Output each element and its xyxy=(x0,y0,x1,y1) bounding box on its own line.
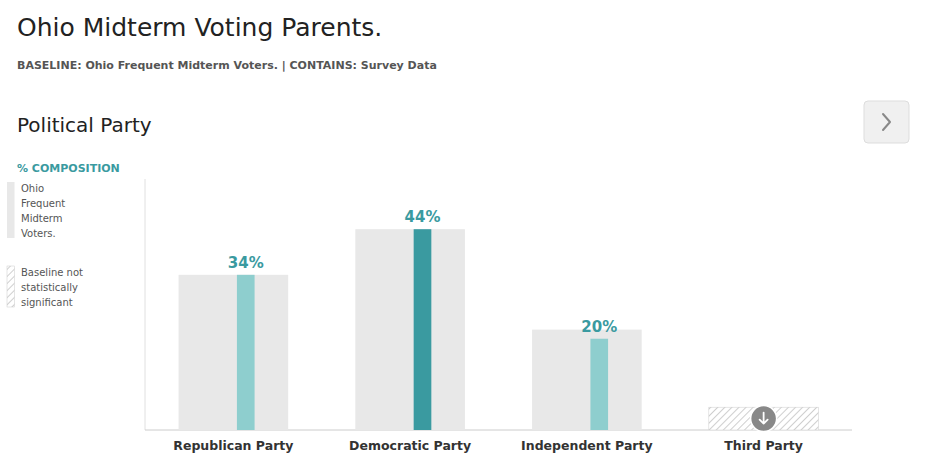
download-icon[interactable] xyxy=(751,406,777,432)
x-tick-label: Independent Party xyxy=(521,438,653,453)
bars xyxy=(179,229,819,430)
value-bar xyxy=(237,275,255,430)
data-label: 34% xyxy=(228,254,264,272)
legend-label-line: significant xyxy=(21,297,73,308)
download-arrow xyxy=(760,413,768,424)
legend-swatch xyxy=(7,182,15,238)
y-axis-line xyxy=(145,179,146,430)
baseline-bar xyxy=(532,330,642,430)
x-tick-label: Democratic Party xyxy=(349,438,471,453)
legend-label-line: Ohio xyxy=(21,183,44,194)
x-tick-label: Republican Party xyxy=(173,438,293,453)
title: Ohio Midterm Voting Parents. xyxy=(17,13,382,42)
legend-label-line: statistically xyxy=(21,282,78,293)
composition-label: % COMPOSITION xyxy=(17,162,120,175)
legend-label-line: Midterm xyxy=(21,213,63,224)
baseline-bar xyxy=(179,275,289,430)
button-box xyxy=(864,101,909,143)
legend-label: Baseline not statistically significant xyxy=(21,267,83,308)
button-arrow xyxy=(883,114,890,130)
x-tick-label: Third Party xyxy=(724,438,803,453)
data-labels: 34% 44% 20% xyxy=(228,208,617,336)
legend-label-line: Frequent xyxy=(21,198,65,209)
chart: Ohio Midterm Voting Parents. BASELINE: Oh… xyxy=(0,0,936,472)
data-label: 44% xyxy=(405,208,441,226)
legend-label-line: Baseline not xyxy=(21,267,83,278)
legend-label-line: Voters. xyxy=(21,228,56,239)
value-bar xyxy=(414,229,432,430)
subtitle: BASELINE: Ohio Frequent Midterm Voters. … xyxy=(17,59,437,72)
download-circle xyxy=(751,406,777,432)
data-label: 20% xyxy=(581,318,617,336)
legend-swatch xyxy=(7,266,15,307)
value-bar xyxy=(590,339,608,430)
legend-label: Ohio Frequent Midterm Voters. xyxy=(21,183,65,239)
legend: Ohio Frequent Midterm Voters. Baseline not st… xyxy=(7,182,83,308)
next-button[interactable] xyxy=(864,101,909,143)
baseline-bar xyxy=(355,229,465,430)
section-title: Political Party xyxy=(17,113,152,137)
